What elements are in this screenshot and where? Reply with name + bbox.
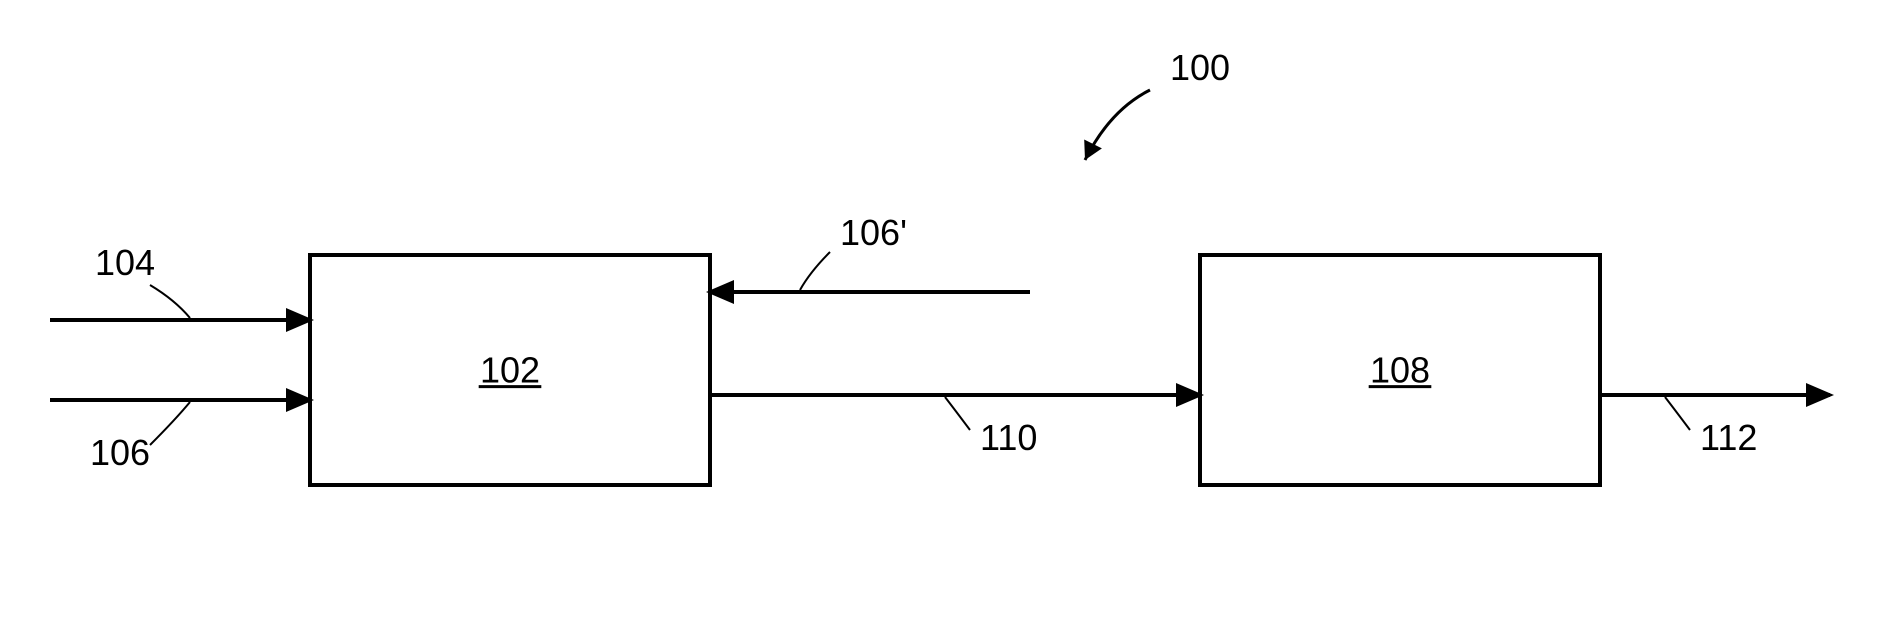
- reference-label-100: 100: [1170, 47, 1230, 88]
- arrows-layer: [50, 292, 1830, 400]
- leader-line-112: [1665, 397, 1690, 430]
- leader-label-112: 112: [1700, 417, 1757, 458]
- leader-label-106: 106: [90, 432, 150, 473]
- leaders-layer: 104 106 106' 110 112: [90, 212, 1757, 473]
- leader-label-104: 104: [95, 242, 155, 283]
- leader-line-106: [150, 402, 190, 445]
- leader-label-110: 110: [980, 417, 1037, 458]
- leader-line-106': [800, 252, 830, 290]
- block-label-102: 102: [480, 350, 540, 391]
- leader-line-104: [150, 285, 190, 318]
- block-label-108: 108: [1370, 350, 1430, 391]
- leader-line-110: [945, 397, 970, 430]
- leader-label-106': 106': [840, 212, 907, 253]
- boxes-layer: 102 108: [310, 255, 1600, 485]
- reference-arrow-layer: 100: [1084, 47, 1230, 160]
